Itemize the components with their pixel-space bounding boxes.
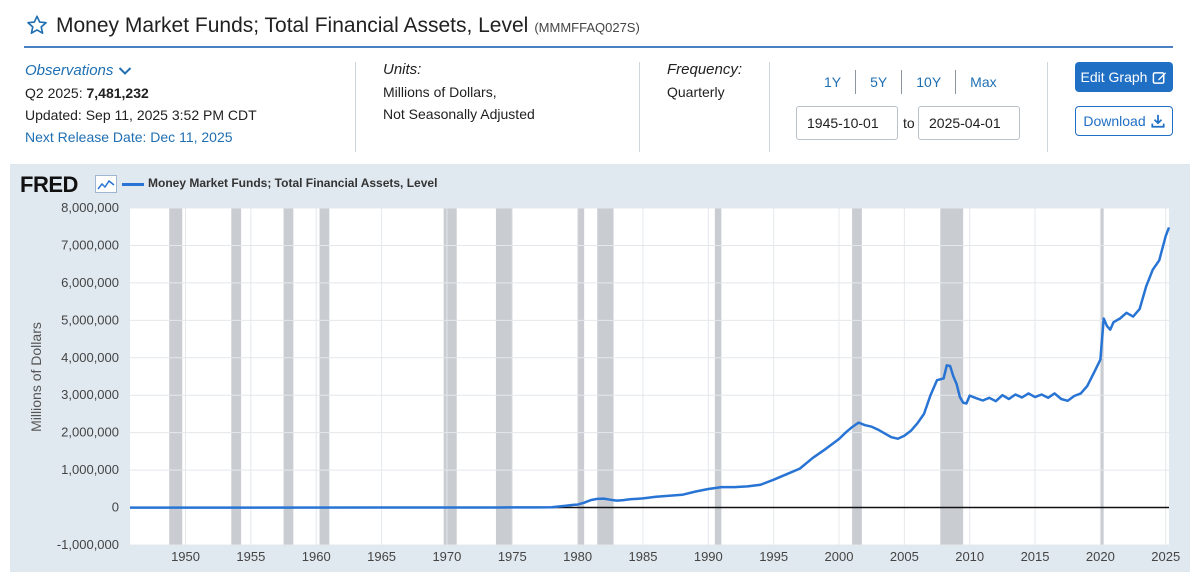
end-date-input[interactable]: 2025-04-01 bbox=[918, 106, 1020, 140]
latest-observation: Q2 2025: 7,481,232 bbox=[25, 82, 257, 104]
observations-panel: Observations Q2 2025: 7,481,232 Updated:… bbox=[25, 60, 257, 148]
divider bbox=[855, 70, 857, 94]
to-label: to bbox=[903, 115, 915, 131]
x-tick-label: 1960 bbox=[302, 549, 331, 564]
y-tick-label: 1,000,000 bbox=[61, 462, 119, 477]
frequency-label: Frequency: bbox=[667, 61, 743, 78]
star-icon[interactable] bbox=[26, 14, 48, 36]
units-label: Units: bbox=[383, 61, 422, 78]
recession-band bbox=[577, 208, 585, 545]
y-tick-labels: -1,000,000 0 1,000,000 2,000,000 3,000,000 4,… bbox=[57, 200, 119, 552]
y-tick-label: -1,000,000 bbox=[57, 537, 119, 552]
x-tick-label: 2005 bbox=[890, 549, 919, 564]
divider bbox=[769, 62, 770, 152]
series-layer bbox=[129, 226, 1171, 509]
recession-band bbox=[231, 208, 242, 545]
download-button[interactable]: Download bbox=[1075, 106, 1173, 136]
x-tick-label: 1990 bbox=[694, 549, 723, 564]
x-tick-label: 1955 bbox=[236, 549, 265, 564]
x-tick-label: 1985 bbox=[629, 549, 658, 564]
recession-band bbox=[283, 208, 294, 545]
units-line-2: Not Seasonally Adjusted bbox=[383, 106, 535, 122]
divider bbox=[901, 70, 903, 94]
x-tick-label: 1980 bbox=[563, 549, 592, 564]
y-tick-label: 3,000,000 bbox=[61, 387, 119, 402]
x-tick-label: 2020 bbox=[1086, 549, 1115, 564]
divider bbox=[639, 62, 640, 152]
title-divider bbox=[24, 46, 1173, 48]
y-tick-label: 4,000,000 bbox=[61, 350, 119, 365]
edit-graph-button[interactable]: Edit Graph bbox=[1075, 62, 1173, 92]
chevron-down-icon bbox=[119, 67, 132, 75]
frequency-panel: Frequency: Quarterly bbox=[667, 59, 742, 103]
x-tick-label: 1970 bbox=[432, 549, 461, 564]
range-selector: 1Y 5Y 10Y Max bbox=[810, 70, 1011, 94]
x-tick-label: 2025 bbox=[1151, 549, 1180, 564]
recession-band bbox=[852, 208, 862, 545]
y-tick-label: 2,000,000 bbox=[61, 425, 119, 440]
page-title: Money Market Funds; Total Financial Asse… bbox=[56, 14, 529, 37]
edit-graph-label: Edit Graph bbox=[1080, 69, 1148, 85]
recession-band bbox=[495, 208, 513, 545]
x-tick-label: 2015 bbox=[1021, 549, 1050, 564]
recession-band bbox=[319, 208, 330, 545]
units-panel: Units: Millions of Dollars, Not Seasonal… bbox=[383, 59, 535, 125]
observation-period: Q2 2025: bbox=[25, 85, 83, 101]
x-tick-label: 1965 bbox=[367, 549, 396, 564]
y-tick-label: 6,000,000 bbox=[61, 275, 119, 290]
fred-logo[interactable]: FRED bbox=[20, 172, 78, 197]
plot-area bbox=[130, 208, 1169, 545]
x-tick-label: 2000 bbox=[825, 549, 854, 564]
updated-date: Updated: Sep 11, 2025 3:52 PM CDT bbox=[25, 107, 257, 123]
observations-dropdown[interactable]: Observations bbox=[25, 60, 257, 82]
recession-band bbox=[940, 208, 964, 545]
divider bbox=[1047, 62, 1048, 152]
title-row: Money Market Funds; Total Financial Asse… bbox=[26, 10, 640, 38]
divider bbox=[355, 62, 356, 152]
gridlines bbox=[130, 207, 1169, 546]
series-id: (MMMFFAQ027S) bbox=[534, 20, 640, 35]
x-tick-label: 1995 bbox=[759, 549, 788, 564]
observation-value: 7,481,232 bbox=[86, 85, 149, 101]
recession-band bbox=[597, 208, 614, 545]
download-label: Download bbox=[1083, 113, 1146, 129]
range-5y-link[interactable]: 5Y bbox=[870, 74, 888, 90]
recession-band bbox=[714, 208, 722, 545]
y-axis-label: Millions of Dollars bbox=[28, 322, 44, 432]
legend-swatch bbox=[122, 183, 144, 186]
y-tick-label: 5,000,000 bbox=[61, 312, 119, 327]
legend-label: Money Market Funds; Total Financial Asse… bbox=[148, 176, 438, 190]
x-tick-label: 1950 bbox=[171, 549, 200, 564]
frequency-value: Quarterly bbox=[667, 84, 725, 100]
range-1y-link[interactable]: 1Y bbox=[824, 74, 842, 90]
x-tick-label: 1975 bbox=[498, 549, 527, 564]
recession-band bbox=[1100, 208, 1104, 545]
range-10y-link[interactable]: 10Y bbox=[916, 74, 942, 90]
x-tick-labels: 1950 1955 1960 1965 1970 1975 1980 1985 1990 1995… bbox=[171, 549, 1180, 564]
fred-chart-icon bbox=[95, 175, 117, 193]
y-tick-label: 8,000,000 bbox=[61, 200, 119, 215]
recession-band bbox=[169, 208, 183, 545]
observations-label[interactable]: Observations bbox=[25, 62, 114, 79]
next-release-link[interactable]: Next Release Date: Dec 11, 2025 bbox=[25, 129, 233, 145]
recession-band bbox=[443, 208, 457, 545]
y-tick-label: 7,000,000 bbox=[61, 237, 119, 252]
units-line-1: Millions of Dollars, bbox=[383, 84, 497, 100]
y-tick-label: 0 bbox=[112, 500, 119, 515]
start-date-input[interactable]: 1945-10-01 bbox=[796, 106, 898, 140]
x-tick-label: 2010 bbox=[955, 549, 984, 564]
recession-bands bbox=[169, 208, 1104, 545]
range-max-link[interactable]: Max bbox=[970, 74, 997, 90]
download-icon bbox=[1151, 114, 1165, 128]
series-line[interactable] bbox=[129, 226, 1171, 509]
divider bbox=[955, 70, 957, 94]
edit-icon bbox=[1153, 71, 1167, 84]
